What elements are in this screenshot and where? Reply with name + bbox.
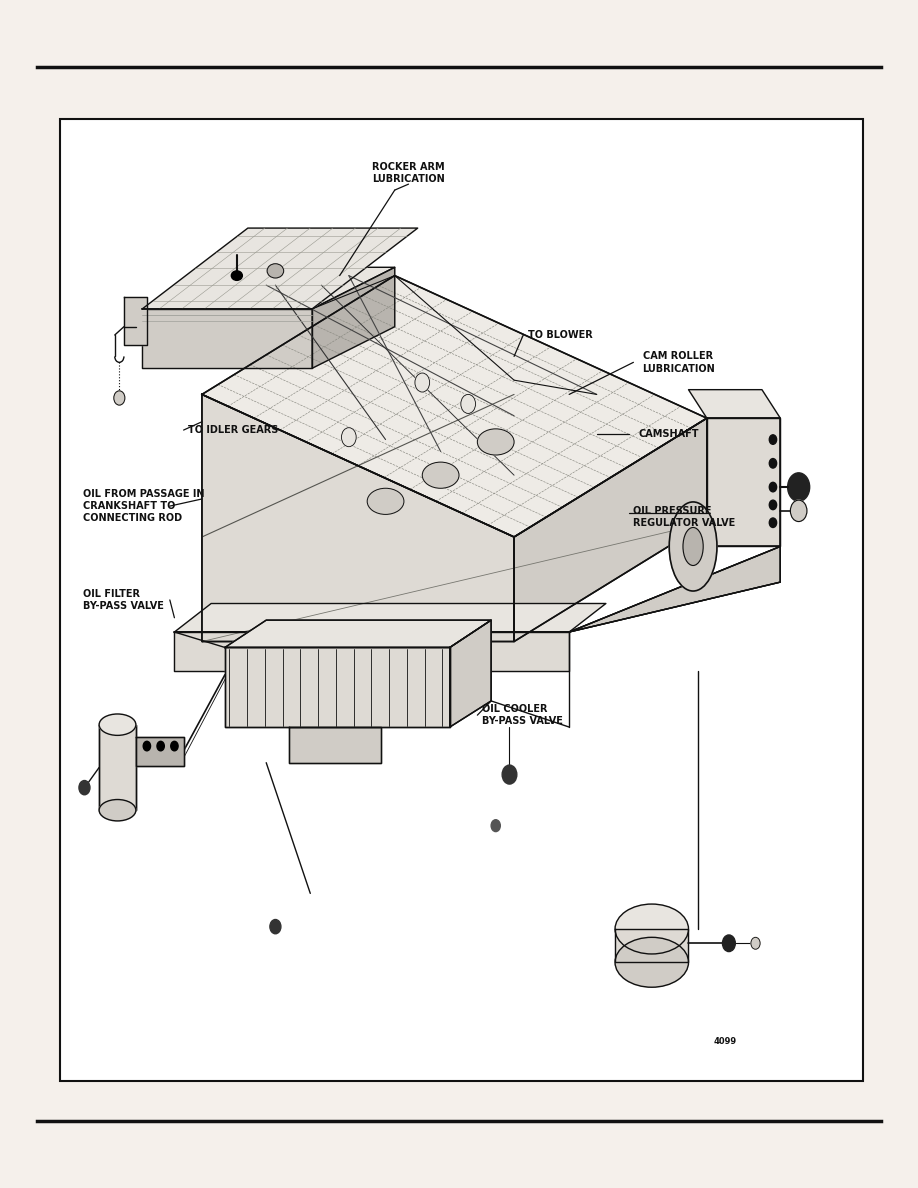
Circle shape (270, 920, 281, 934)
Text: TO BLOWER: TO BLOWER (528, 330, 593, 340)
Ellipse shape (99, 800, 136, 821)
Polygon shape (202, 394, 514, 642)
Text: OIL FROM PASSAGE IN
CRANKSHAFT TO
CONNECTING ROD: OIL FROM PASSAGE IN CRANKSHAFT TO CONNEC… (83, 488, 204, 524)
Circle shape (157, 741, 164, 751)
Text: OIL COOLER
BY-PASS VALVE: OIL COOLER BY-PASS VALVE (482, 704, 563, 726)
Ellipse shape (422, 462, 459, 488)
Ellipse shape (367, 488, 404, 514)
Text: OIL FILTER
BY-PASS VALVE: OIL FILTER BY-PASS VALVE (83, 589, 163, 611)
Polygon shape (174, 632, 569, 671)
Polygon shape (225, 647, 450, 727)
Ellipse shape (267, 264, 284, 278)
Polygon shape (450, 620, 491, 727)
Circle shape (79, 781, 90, 795)
Polygon shape (136, 737, 184, 766)
Polygon shape (142, 228, 418, 309)
Circle shape (769, 518, 777, 527)
Circle shape (788, 473, 810, 501)
Text: CAMSHAFT: CAMSHAFT (638, 429, 699, 438)
Circle shape (769, 482, 777, 492)
Ellipse shape (669, 501, 717, 590)
Polygon shape (312, 267, 395, 368)
Text: 4099: 4099 (713, 1037, 737, 1047)
Polygon shape (142, 267, 395, 309)
Circle shape (751, 937, 760, 949)
Circle shape (415, 373, 430, 392)
Polygon shape (225, 620, 491, 647)
Ellipse shape (683, 527, 703, 565)
Polygon shape (202, 276, 707, 537)
Circle shape (461, 394, 476, 413)
Ellipse shape (231, 271, 242, 280)
Circle shape (790, 500, 807, 522)
Circle shape (171, 741, 178, 751)
Ellipse shape (615, 904, 688, 954)
Bar (60, 119, 863, 1081)
Circle shape (769, 435, 777, 444)
Circle shape (769, 500, 777, 510)
Polygon shape (124, 297, 147, 345)
Polygon shape (289, 727, 381, 763)
Text: TO IDLER GEARS: TO IDLER GEARS (188, 425, 278, 435)
Polygon shape (99, 725, 136, 810)
Circle shape (502, 765, 517, 784)
Text: OIL PRESSURE
REGULATOR VALVE: OIL PRESSURE REGULATOR VALVE (633, 506, 735, 527)
Circle shape (143, 741, 151, 751)
Ellipse shape (477, 429, 514, 455)
Polygon shape (142, 309, 312, 368)
Polygon shape (707, 418, 780, 546)
Ellipse shape (615, 937, 688, 987)
Text: CAM ROLLER
LUBRICATION: CAM ROLLER LUBRICATION (643, 352, 715, 373)
Circle shape (769, 459, 777, 468)
Circle shape (114, 391, 125, 405)
Text: ROCKER ARM
LUBRICATION: ROCKER ARM LUBRICATION (372, 162, 445, 184)
Circle shape (722, 935, 735, 952)
Polygon shape (569, 546, 780, 632)
Polygon shape (174, 604, 606, 632)
Circle shape (491, 820, 500, 832)
Polygon shape (688, 390, 780, 418)
Polygon shape (514, 418, 707, 642)
Circle shape (341, 428, 356, 447)
Polygon shape (615, 929, 688, 962)
Ellipse shape (99, 714, 136, 735)
